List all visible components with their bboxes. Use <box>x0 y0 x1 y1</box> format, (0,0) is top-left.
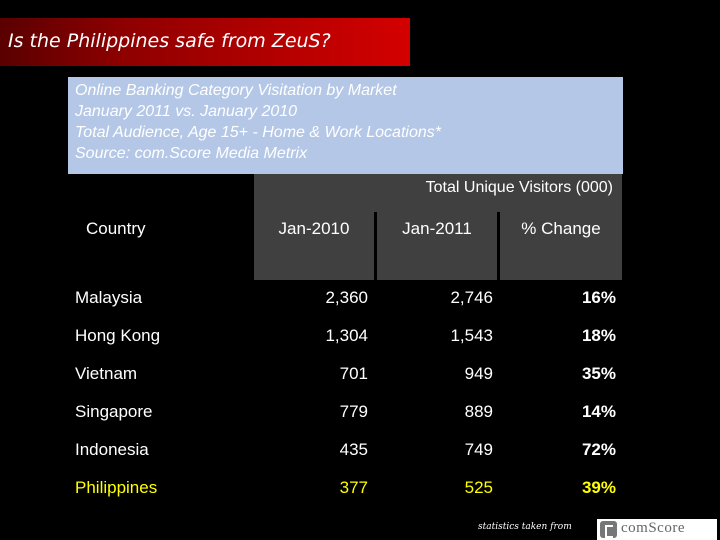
column-header-label: Jan-2010 <box>278 219 350 238</box>
cell-jan2010: 2,360 <box>325 288 368 307</box>
cell-jan2011: 525 <box>464 478 493 497</box>
cell-country: Singapore <box>75 402 153 421</box>
table-row: Singapore 779 889 14% <box>0 402 720 440</box>
cell-jan2010: 779 <box>339 402 368 421</box>
table-row: Vietnam 701 949 35% <box>0 364 720 402</box>
cell-country: Vietnam <box>75 364 138 383</box>
title-banner: Is the Philippines safe from ZeuS? <box>0 18 410 66</box>
slide-title: Is the Philippines safe from ZeuS? <box>8 30 331 52</box>
table-row-highlighted: Philippines 377 525 39% <box>0 478 720 516</box>
column-header-label: Jan-2011 <box>402 219 472 238</box>
subtitle-box: Online Banking Category Visitation by Ma… <box>68 77 623 174</box>
cell-jan2011: 889 <box>464 402 493 421</box>
cell-country: Malaysia <box>75 288 143 307</box>
cell-jan2011: 2,746 <box>450 288 493 307</box>
subtitle-line: January 2011 vs. January 2010 <box>75 103 298 120</box>
column-header-country: Country <box>68 212 254 280</box>
cell-jan2010: 1,304 <box>325 326 368 345</box>
column-header-jan2010: Jan-2010 <box>254 212 374 280</box>
group-header-label: Total Unique Visitors (000) <box>425 179 613 196</box>
cell-jan2011: 1,543 <box>450 326 493 345</box>
group-header: Total Unique Visitors (000) <box>254 174 622 212</box>
cell-change: 14% <box>581 402 616 421</box>
cell-country: Hong Kong <box>75 326 161 345</box>
table-row: Hong Kong 1,304 1,543 18% <box>0 326 720 364</box>
cell-change: 18% <box>581 326 616 345</box>
comscore-logo: comScore <box>597 519 717 540</box>
subtitle-line: Source: com.Score Media Metrix <box>75 145 308 162</box>
cell-change: 35% <box>581 364 616 383</box>
comscore-logo-icon <box>600 521 617 538</box>
cell-change: 39% <box>581 478 616 497</box>
table-row: Indonesia 435 749 72% <box>0 440 720 478</box>
subtitle-line: Total Audience, Age 15+ - Home & Work Lo… <box>75 124 441 141</box>
cell-change: 16% <box>581 288 616 307</box>
column-header-change: % Change <box>500 212 622 280</box>
table-row: Malaysia 2,360 2,746 16% <box>0 288 720 326</box>
cell-country: Indonesia <box>75 440 149 459</box>
column-header-label: Country <box>86 219 146 238</box>
subtitle-line: Online Banking Category Visitation by Ma… <box>75 82 397 99</box>
cell-jan2010: 377 <box>339 478 368 497</box>
cell-country: Philippines <box>75 478 158 497</box>
cell-jan2010: 435 <box>339 440 368 459</box>
cell-change: 72% <box>581 440 616 459</box>
cell-jan2010: 701 <box>339 364 368 383</box>
column-header-jan2011: Jan-2011 <box>377 212 497 280</box>
cell-jan2011: 749 <box>464 440 493 459</box>
cell-jan2011: 949 <box>464 364 493 383</box>
source-note: statistics taken from <box>478 522 572 532</box>
column-header-label: % Change <box>521 219 601 238</box>
logo-text: comScore <box>621 520 685 536</box>
